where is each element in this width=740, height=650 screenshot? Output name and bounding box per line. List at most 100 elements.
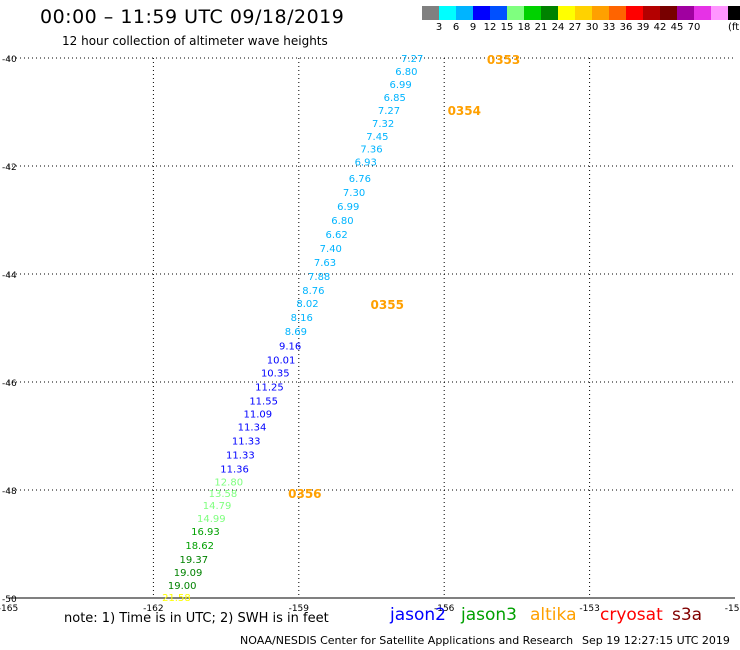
- wave-height-value: 19.09: [174, 568, 203, 579]
- latitude-label: -40: [2, 55, 17, 65]
- satellite-legend: jason2 jason3 altika cryosat s3a: [0, 605, 740, 629]
- color-tick-label: 30: [585, 22, 599, 33]
- longitude-label: -153: [579, 604, 599, 614]
- latitude-label: -50: [2, 595, 17, 605]
- wave-height-value: 8.69: [285, 327, 307, 338]
- wave-height-value: 10.35: [261, 368, 290, 379]
- generation-timestamp: Sep 19 12:27:15 UTC 2019: [582, 634, 730, 647]
- color-tick-label: 3: [435, 22, 443, 33]
- legend-jason2: jason2: [390, 605, 446, 625]
- wave-height-value: 8.16: [291, 313, 313, 324]
- legend-s3a: s3a: [672, 605, 703, 625]
- map-gridlines: [8, 57, 735, 599]
- time-marker: 0355: [371, 298, 404, 312]
- wave-height-value: 11.25: [255, 382, 284, 393]
- color-swatch: [626, 6, 643, 20]
- latitude-label: -48: [2, 487, 17, 497]
- color-swatch: [677, 6, 694, 20]
- wave-height-value: 7.40: [320, 244, 342, 255]
- color-swatch: [592, 6, 609, 20]
- color-swatch: [473, 6, 490, 20]
- wave-height-value: 7.27: [378, 106, 400, 117]
- color-scale-bar: [422, 6, 740, 20]
- wave-height-value: 14.99: [197, 514, 226, 525]
- color-swatch: [456, 6, 473, 20]
- wave-height-value: 6.80: [395, 67, 417, 78]
- map-subtitle: 12 hour collection of altimeter wave hei…: [62, 34, 328, 48]
- color-tick-label: 33: [602, 22, 616, 33]
- wave-height-value: 13.58: [209, 489, 238, 500]
- wave-height-value: 12.80: [214, 477, 243, 488]
- color-scale-units: (ft): [728, 22, 740, 33]
- longitude-label: -159: [289, 604, 310, 614]
- color-tick-label: 18: [517, 22, 531, 33]
- wave-height-value: 6.99: [337, 202, 359, 213]
- wave-height-value: 11.09: [244, 409, 273, 420]
- wave-height-value: 6.76: [349, 174, 371, 185]
- wave-height-value: 6.93: [355, 158, 377, 169]
- longitude-label: -150: [725, 604, 740, 614]
- longitude-label: -162: [143, 604, 163, 614]
- wave-height-value: 6.85: [384, 93, 406, 104]
- wave-height-value: 10.01: [267, 355, 296, 366]
- legend-cryosat: cryosat: [600, 605, 663, 625]
- time-marker: 0356: [288, 487, 321, 501]
- longitude-label: -165: [0, 604, 18, 614]
- color-swatch: [541, 6, 558, 20]
- latitude-label: -44: [2, 271, 17, 281]
- color-swatch: [422, 6, 439, 20]
- wave-height-value: 21.58: [162, 593, 191, 604]
- wave-height-value: 19.00: [168, 581, 197, 592]
- color-swatch: [694, 6, 711, 20]
- color-tick-label: 6: [452, 22, 460, 33]
- color-tick-label: 39: [636, 22, 650, 33]
- wave-height-value: 6.80: [331, 216, 353, 227]
- color-swatch: [490, 6, 507, 20]
- wave-height-value: 11.36: [220, 464, 249, 475]
- wave-height-value: 7.32: [372, 119, 394, 130]
- wave-height-value: 11.33: [232, 436, 261, 447]
- color-tick-label: 70: [687, 22, 701, 33]
- color-swatch: [643, 6, 660, 20]
- wave-height-value: 9.16: [279, 341, 301, 352]
- color-swatch: [728, 6, 740, 20]
- color-tick-label: 15: [500, 22, 514, 33]
- color-tick-label: 42: [653, 22, 667, 33]
- wave-height-value: 16.93: [191, 527, 220, 538]
- wave-height-value: 6.99: [389, 80, 411, 91]
- wave-height-value: 11.33: [226, 450, 255, 461]
- wave-height-value: 14.79: [203, 501, 232, 512]
- wave-height-value: 11.55: [249, 396, 278, 407]
- credit-line: NOAA/NESDIS Center for Satellite Applica…: [240, 634, 574, 647]
- color-tick-label: 9: [469, 22, 477, 33]
- legend-jason3: jason3: [461, 605, 517, 625]
- wave-height-value: 18.62: [185, 541, 214, 552]
- latitude-label: -42: [2, 163, 17, 173]
- color-swatch: [575, 6, 592, 20]
- wave-height-value: 8.76: [302, 286, 324, 297]
- wave-height-value: 6.62: [325, 230, 347, 241]
- color-tick-label: 21: [534, 22, 548, 33]
- color-swatch: [507, 6, 524, 20]
- map-title: 00:00 – 11:59 UTC 09/18/2019: [40, 6, 345, 28]
- legend-altika: altika: [530, 605, 577, 625]
- wave-height-value: 19.37: [180, 555, 209, 566]
- units-note: note: 1) Time is in UTC; 2) SWH is in fe…: [64, 611, 329, 626]
- color-swatch: [660, 6, 677, 20]
- color-tick-label: 45: [670, 22, 684, 33]
- wave-height-value: 7.88: [308, 272, 330, 283]
- color-swatch: [609, 6, 626, 20]
- wave-height-value: 7.30: [343, 188, 365, 199]
- wave-height-value: 7.36: [360, 145, 382, 156]
- color-swatch: [524, 6, 541, 20]
- color-tick-label: 36: [619, 22, 633, 33]
- latitude-label: -46: [2, 379, 17, 389]
- time-markers: 0353 0354 0355 0356: [288, 53, 520, 501]
- color-swatch: [711, 6, 728, 20]
- wave-height-value: 11.34: [238, 422, 267, 433]
- color-swatch: [558, 6, 575, 20]
- wave-height-value: 7.45: [366, 132, 388, 143]
- time-marker: 0354: [448, 104, 481, 118]
- map-axis-labels: -40 -42 -44 -46 -48 -50-165 -162 -159 -156 -153 -1…: [0, 55, 740, 614]
